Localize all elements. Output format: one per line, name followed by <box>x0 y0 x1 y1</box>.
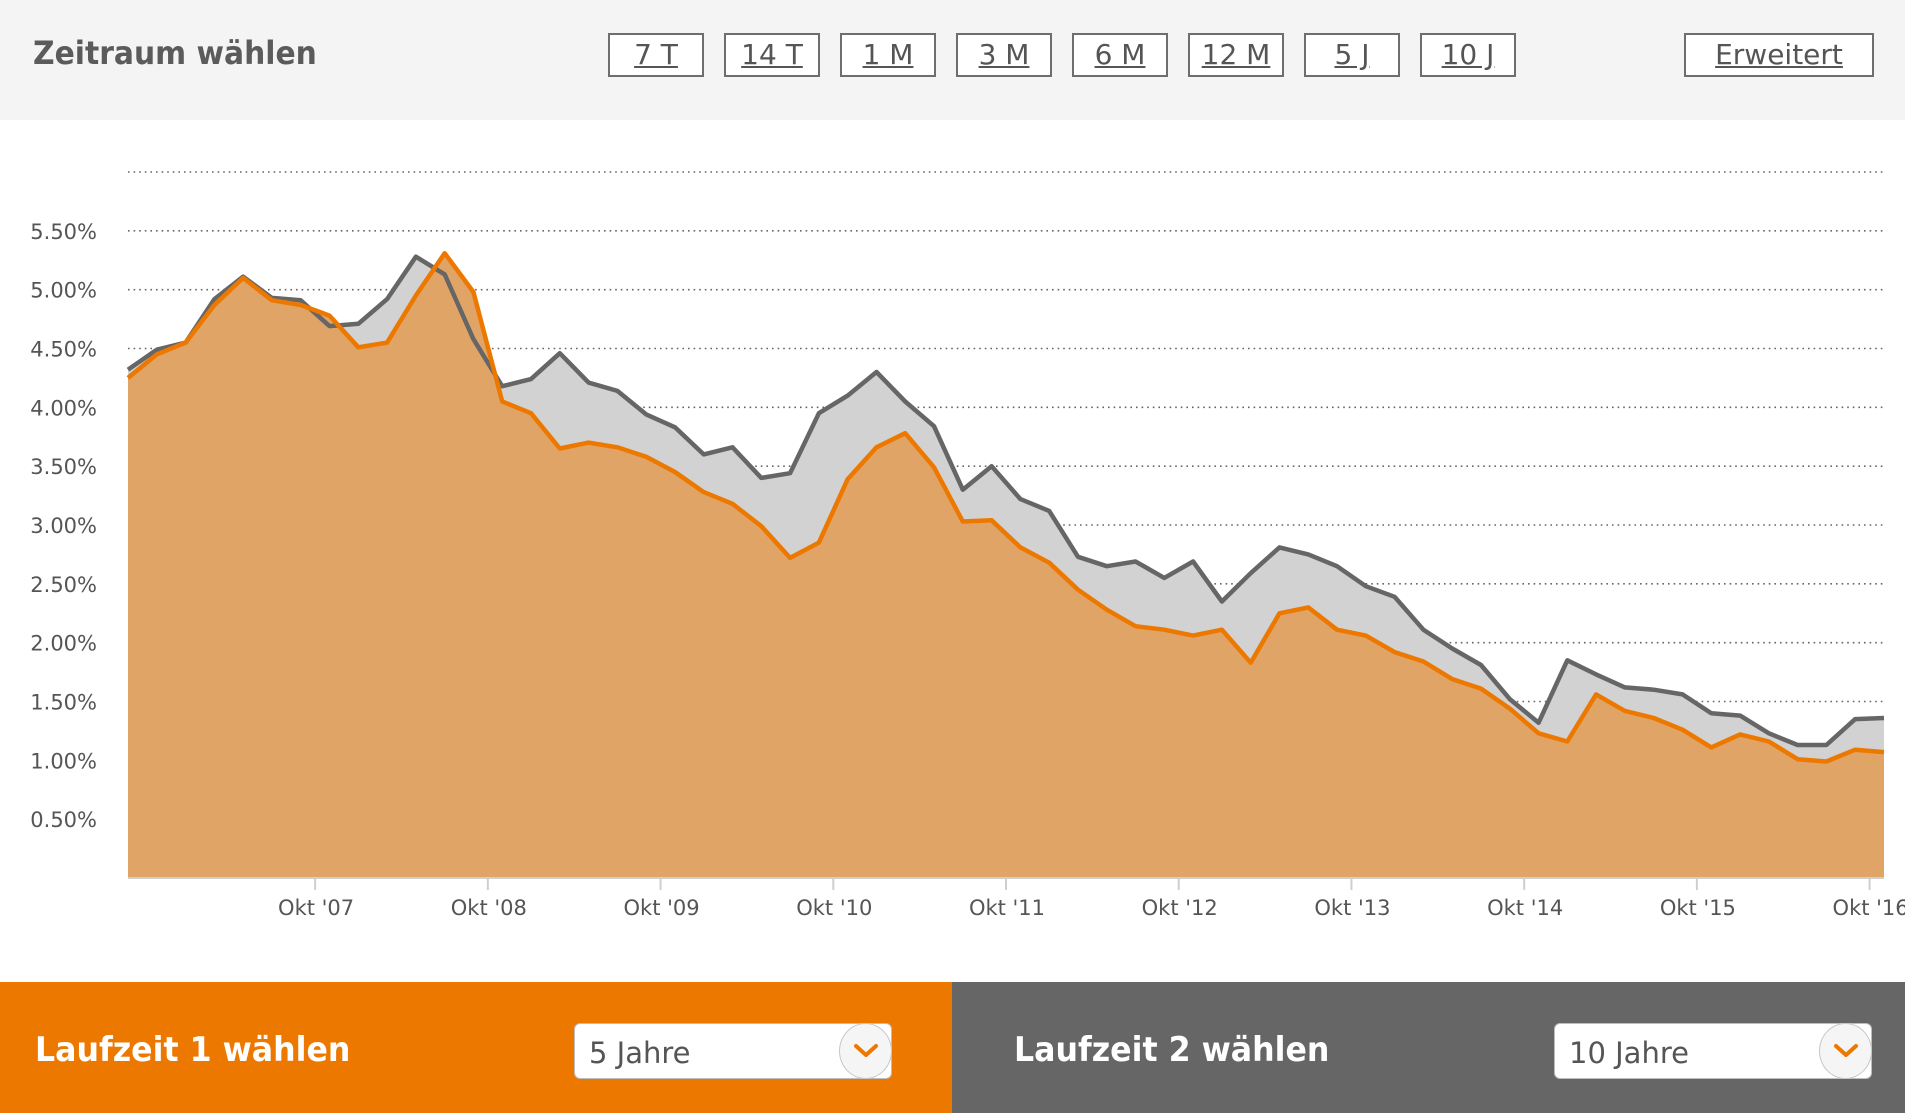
x-tick-label: Okt '08 <box>451 896 527 920</box>
range-button-1m[interactable]: 1 M <box>840 33 936 77</box>
y-tick-label: 2.50% <box>30 573 97 597</box>
period-title: Zeitraum wählen <box>33 34 317 72</box>
y-tick-label: 5.50% <box>30 220 97 244</box>
advanced-button[interactable]: Erweitert <box>1684 33 1874 77</box>
y-tick-label: 3.50% <box>30 455 97 479</box>
range-button-12m[interactable]: 12 M <box>1188 33 1284 77</box>
y-tick-label: 1.50% <box>30 691 97 715</box>
laufzeit2-title: Laufzeit 2 wählen <box>1014 1030 1330 1070</box>
y-tick-label: 3.00% <box>30 514 97 538</box>
series-line-10-jahre <box>126 254 1885 748</box>
y-tick-label: 5.00% <box>30 279 97 303</box>
laufzeit1-value: 5 Jahre <box>589 1036 691 1070</box>
series-line-5-jahre <box>126 250 1885 764</box>
range-button-5j[interactable]: 5 J <box>1304 33 1400 77</box>
chevron-down-icon <box>854 1044 878 1057</box>
x-tick-label: Okt '12 <box>1142 896 1218 920</box>
x-tick-label: Okt '10 <box>796 896 872 920</box>
laufzeit2-panel: Laufzeit 2 wählen 10 Jahre <box>952 982 1905 1113</box>
range-button-3m[interactable]: 3 M <box>956 33 1052 77</box>
x-tick-label: Okt '13 <box>1314 896 1390 920</box>
laufzeit1-panel: Laufzeit 1 wählen 5 Jahre <box>0 982 952 1113</box>
y-tick-label: 4.50% <box>30 338 97 362</box>
laufzeit1-select[interactable]: 5 Jahre <box>574 1023 892 1079</box>
chart-lines <box>126 250 1885 764</box>
x-tick-label: Okt '14 <box>1487 896 1563 920</box>
y-tick-label: 0.50% <box>30 808 97 832</box>
x-tick-label: Okt '16 <box>1833 896 1905 920</box>
range-button-10j[interactable]: 10 J <box>1420 33 1516 77</box>
laufzeit2-value: 10 Jahre <box>1569 1036 1689 1070</box>
chart-areas <box>128 253 1884 878</box>
chart-axes: 5.50% 5.00% 4.50% 4.00% 3.50% 3.00% 2.50% 2.00%… <box>30 220 1905 920</box>
x-tick-label: Okt '11 <box>969 896 1045 920</box>
laufzeit1-title: Laufzeit 1 wählen <box>35 1030 351 1070</box>
series-area-5-jahre <box>128 253 1884 878</box>
period-toolbar: Zeitraum wählen 7 T 14 T 1 M 3 M 6 M 12 … <box>0 0 1905 120</box>
laufzeit2-dropdown-button[interactable] <box>1819 1023 1872 1079</box>
x-tick-label: Okt '09 <box>624 896 700 920</box>
x-tick-label: Okt '15 <box>1660 896 1736 920</box>
y-tick-label: 1.00% <box>30 749 97 773</box>
range-button-14t[interactable]: 14 T <box>724 33 820 77</box>
laufzeit2-select[interactable]: 10 Jahre <box>1554 1023 1872 1079</box>
yield-chart: 5.50% 5.00% 4.50% 4.00% 3.50% 3.00% 2.50% 2.00%… <box>30 171 1905 920</box>
y-tick-label: 2.00% <box>30 632 97 656</box>
range-button-7t[interactable]: 7 T <box>608 33 704 77</box>
chevron-down-icon <box>1834 1044 1858 1057</box>
laufzeit1-dropdown-button[interactable] <box>839 1023 892 1079</box>
y-tick-label: 4.00% <box>30 396 97 420</box>
range-button-6m[interactable]: 6 M <box>1072 33 1168 77</box>
x-tick-label: Okt '07 <box>278 896 354 920</box>
